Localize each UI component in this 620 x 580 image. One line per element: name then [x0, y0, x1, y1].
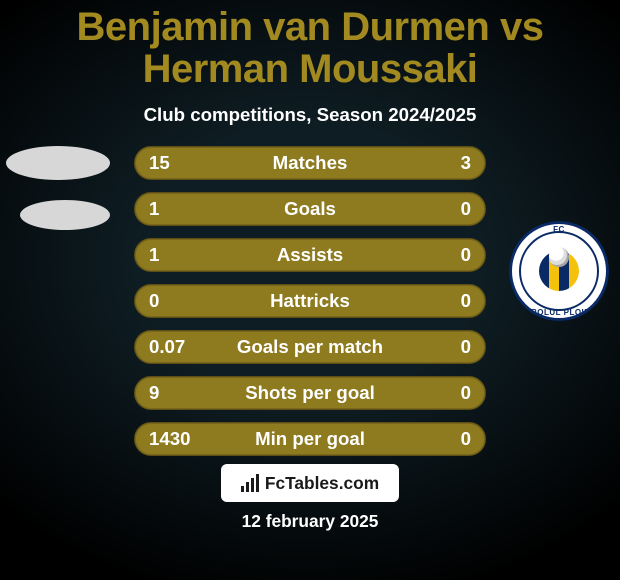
stat-row: 9Shots per goal0 — [134, 376, 486, 410]
stat-label: Shots per goal — [197, 382, 423, 404]
stat-right-value: 0 — [423, 336, 471, 358]
page-subtitle: Club competitions, Season 2024/2025 — [144, 104, 477, 126]
stat-left-value: 1 — [149, 244, 197, 266]
brand-badge: FcTables.com — [221, 464, 399, 502]
crest-text-bottom: PETROLUL PLOIEȘTI — [509, 308, 609, 317]
comparison-arena: FC PETROLUL PLOIEȘTI 15Matches31Goals01A… — [0, 126, 620, 580]
stat-left-value: 0.07 — [149, 336, 197, 358]
stat-label: Hattricks — [197, 290, 423, 312]
stat-row: 1Goals0 — [134, 192, 486, 226]
stat-left-value: 1430 — [149, 428, 197, 450]
stat-row: 0Hattricks0 — [134, 284, 486, 318]
stat-left-value: 1 — [149, 198, 197, 220]
stat-row: 15Matches3 — [134, 146, 486, 180]
stat-row: 1Assists0 — [134, 238, 486, 272]
stat-label: Min per goal — [197, 428, 423, 450]
infographic-root: Benjamin van Durmen vs Herman Moussaki C… — [0, 0, 620, 580]
stat-right-value: 0 — [423, 290, 471, 312]
left-player-ellipse-1 — [6, 146, 110, 180]
crest-inner — [519, 231, 599, 311]
brand-text: FcTables.com — [265, 473, 379, 494]
stat-row: 1430Min per goal0 — [134, 422, 486, 456]
stat-row: 0.07Goals per match0 — [134, 330, 486, 364]
left-player-ellipse-2 — [20, 200, 110, 230]
right-player-crest: FC PETROLUL PLOIEȘTI — [504, 216, 614, 326]
page-title: Benjamin van Durmen vs Herman Moussaki — [0, 6, 620, 90]
stat-right-value: 0 — [423, 428, 471, 450]
stat-label: Assists — [197, 244, 423, 266]
crest-ball-icon — [549, 247, 569, 267]
brand-bars-icon — [241, 474, 259, 492]
stat-label: Matches — [197, 152, 423, 174]
footer-date: 12 february 2025 — [242, 511, 379, 532]
stat-right-value: 0 — [423, 382, 471, 404]
crest-text-top: FC — [509, 225, 609, 234]
stat-right-value: 0 — [423, 244, 471, 266]
stat-label: Goals — [197, 198, 423, 220]
stat-right-value: 0 — [423, 198, 471, 220]
stat-label: Goals per match — [197, 336, 423, 358]
stat-right-value: 3 — [423, 152, 471, 174]
stat-left-value: 9 — [149, 382, 197, 404]
stat-left-value: 0 — [149, 290, 197, 312]
stat-rows: 15Matches31Goals01Assists00Hattricks00.0… — [134, 146, 486, 456]
stat-left-value: 15 — [149, 152, 197, 174]
